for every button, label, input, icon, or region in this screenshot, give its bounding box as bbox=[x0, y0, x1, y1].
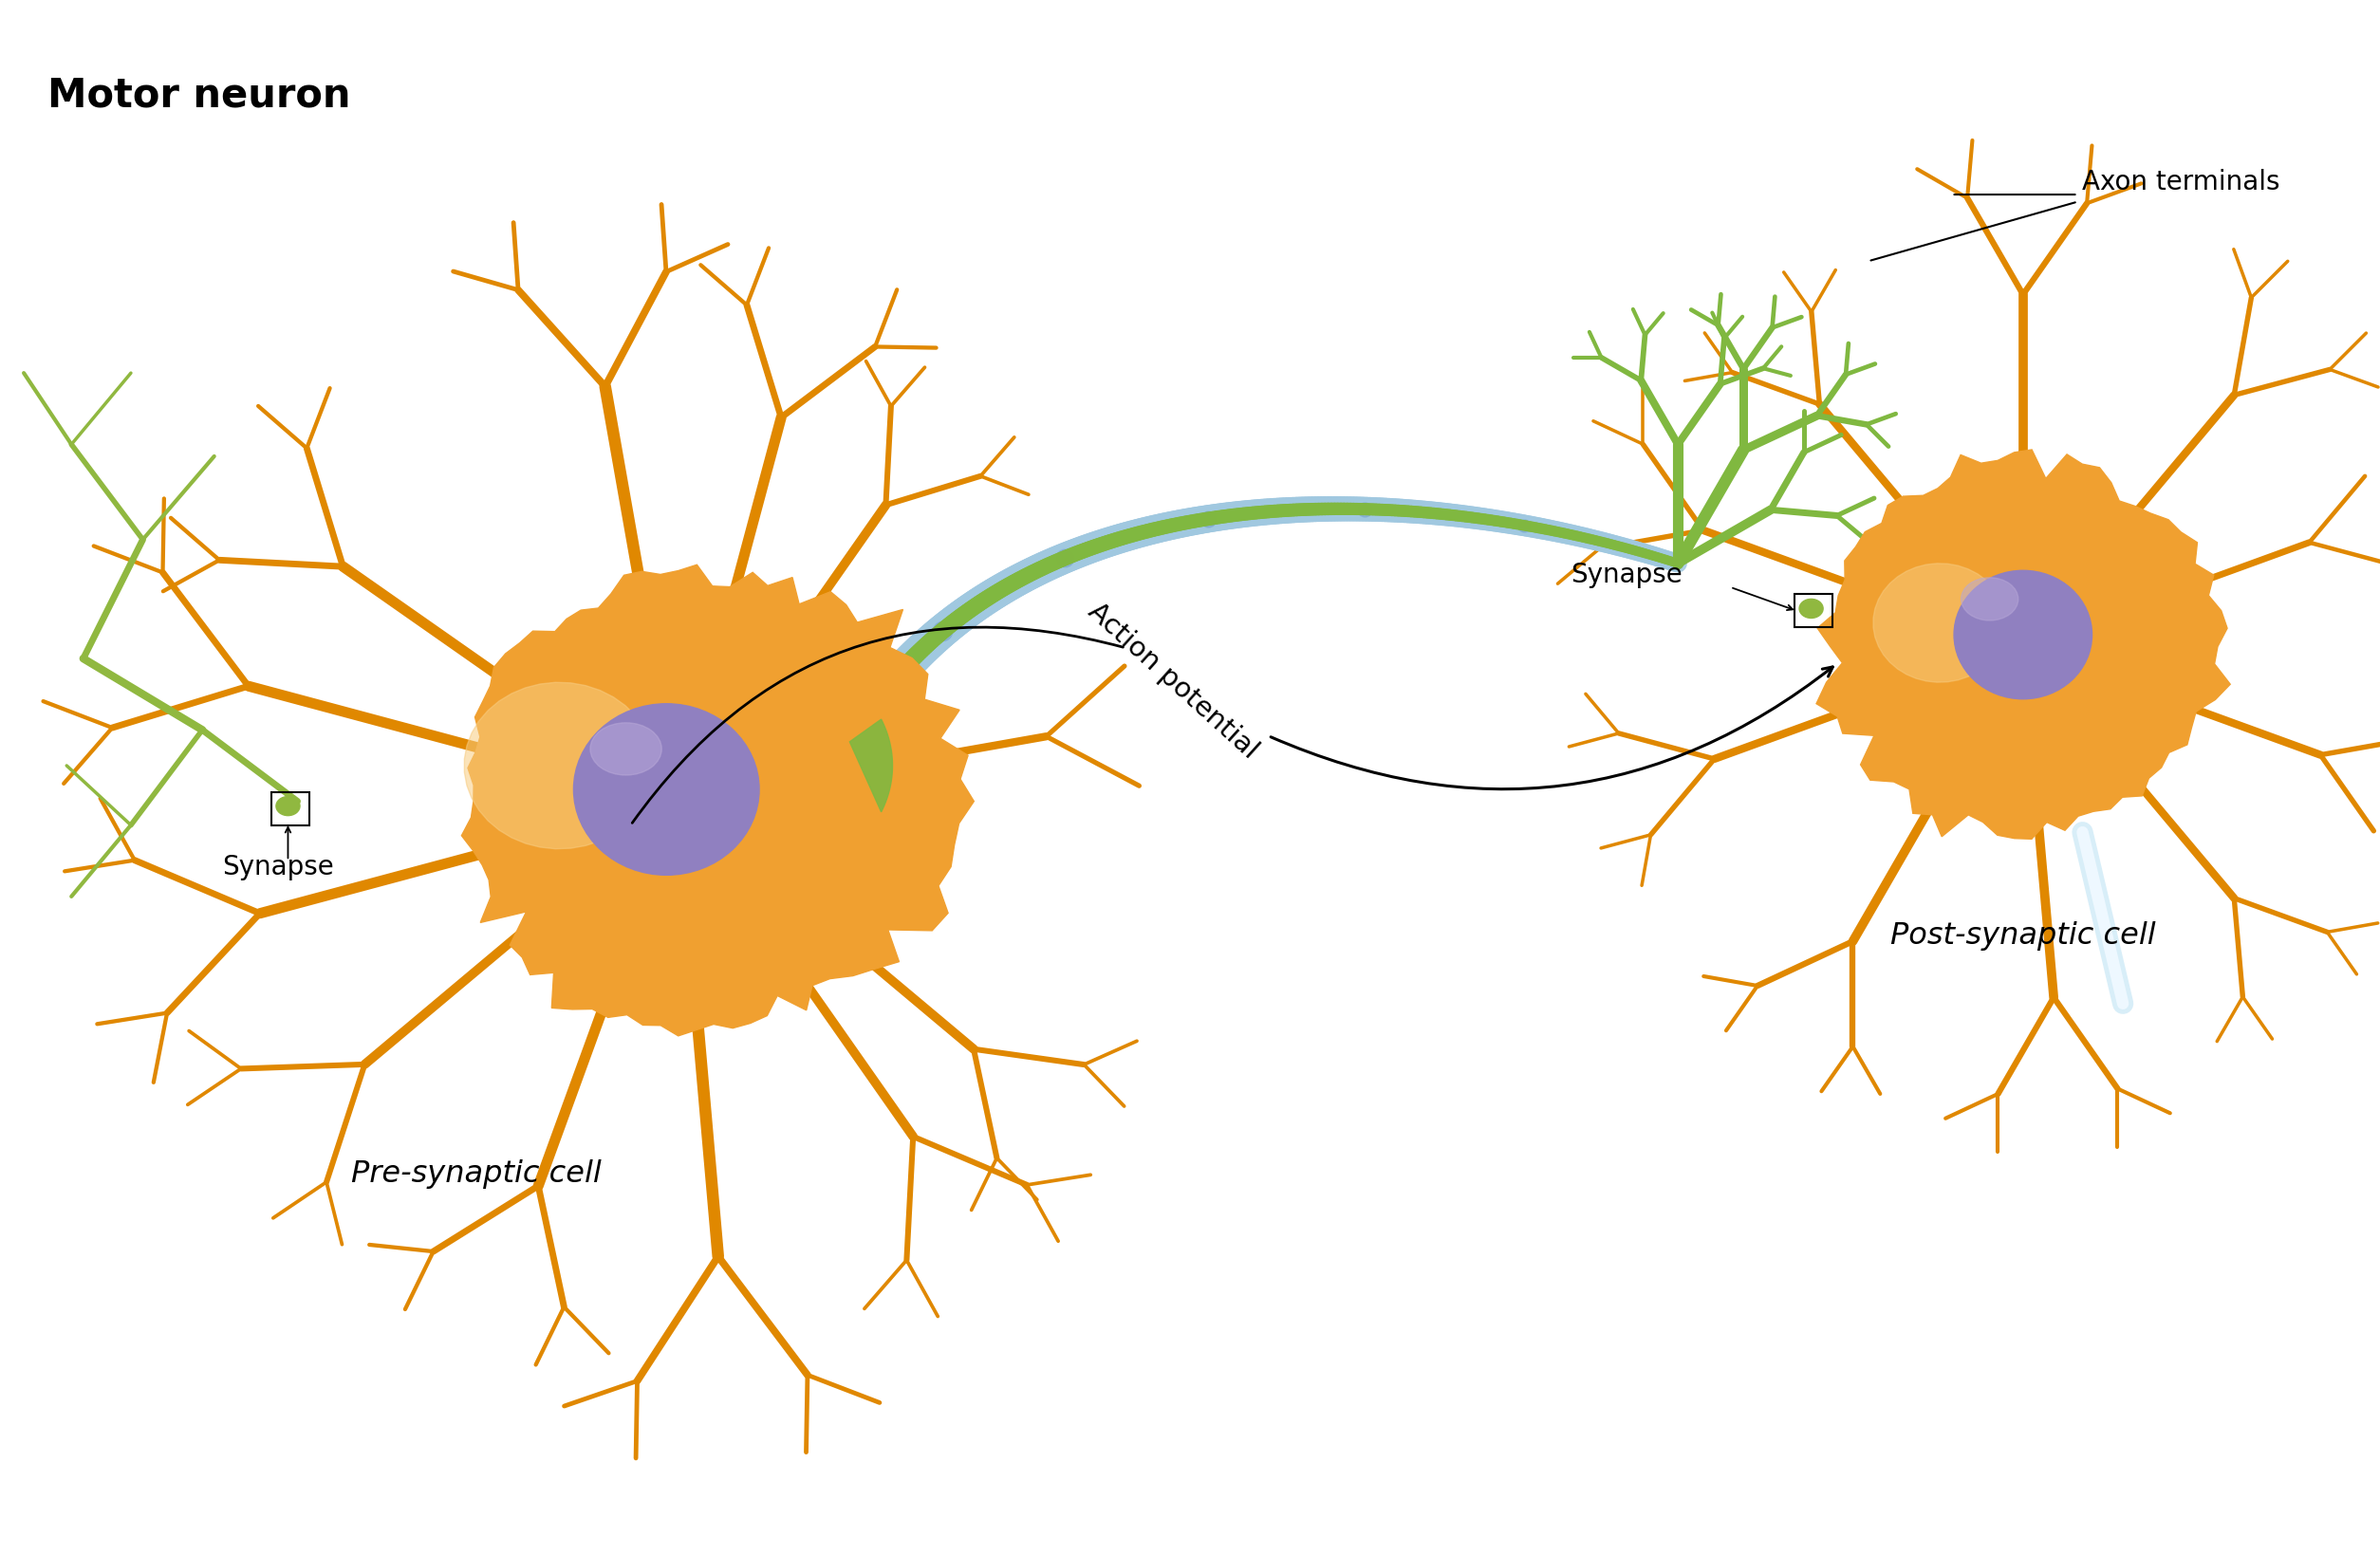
Text: Synapse: Synapse bbox=[224, 854, 333, 880]
Ellipse shape bbox=[590, 723, 662, 774]
Text: Axon terminals: Axon terminals bbox=[2082, 169, 2280, 196]
Ellipse shape bbox=[276, 796, 300, 815]
Ellipse shape bbox=[1961, 577, 2018, 620]
Polygon shape bbox=[464, 683, 654, 849]
Text: Motor neuron: Motor neuron bbox=[48, 76, 350, 115]
Ellipse shape bbox=[1799, 599, 1823, 617]
Polygon shape bbox=[1873, 563, 2006, 683]
Text: Post-synaptic cell: Post-synaptic cell bbox=[1890, 921, 2156, 950]
Text: Action potential: Action potential bbox=[1083, 599, 1264, 764]
Ellipse shape bbox=[1954, 571, 2092, 700]
Ellipse shape bbox=[574, 704, 759, 875]
Polygon shape bbox=[850, 720, 892, 812]
Polygon shape bbox=[1816, 449, 2230, 840]
Text: Pre-synaptic cell: Pre-synaptic cell bbox=[350, 1158, 602, 1188]
Polygon shape bbox=[462, 564, 973, 1036]
Text: Synapse: Synapse bbox=[1571, 561, 1683, 588]
